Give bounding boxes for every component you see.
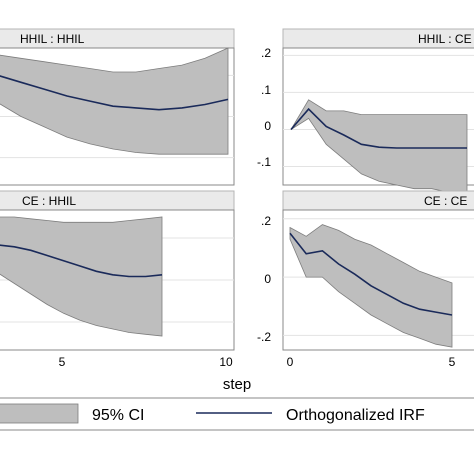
y-tick-label: .2 <box>261 46 271 60</box>
x-tick-label: 10 <box>219 355 233 369</box>
y-ticks: .2 .1 0 -.1 <box>257 46 271 169</box>
panel-hhil-ce: HHIL : CE .2 .1 0 -.1 <box>257 28 474 193</box>
panel-title: HHIL : HHIL <box>20 32 85 46</box>
irf-line <box>290 107 467 149</box>
ci-band <box>290 99 468 193</box>
legend: 95% CI Orthogonalized IRF <box>0 397 474 431</box>
panel-title: CE : CE <box>424 194 467 208</box>
irf-line <box>289 232 453 316</box>
legend-irf-label: Orthogonalized IRF <box>286 407 425 424</box>
legend-ci-label: 95% CI <box>92 407 144 424</box>
ci-band <box>0 47 229 155</box>
x-tick-label: 5 <box>449 355 456 369</box>
y-tick-label: 0 <box>264 272 271 286</box>
x-axis-title: step <box>223 376 251 393</box>
panel-ce-hhil: CE : HHIL 5 10 <box>0 190 235 369</box>
panel-hhil-hhil: HHIL : HHIL <box>0 28 235 186</box>
legend-ci-swatch <box>0 403 79 424</box>
panel-ce-ce: CE : CE .2 0 -.2 0 5 <box>257 190 474 369</box>
y-tick-label: .1 <box>261 83 271 97</box>
y-tick-label: .2 <box>261 214 271 228</box>
x-tick-label: 0 <box>287 355 294 369</box>
x-tick-label: 5 <box>59 355 66 369</box>
irf-line <box>0 75 229 111</box>
ci-band <box>0 216 163 337</box>
irf-line <box>0 244 163 278</box>
y-tick-label: 0 <box>264 119 271 133</box>
panel-title: CE : HHIL <box>22 194 76 208</box>
legend-box <box>0 397 474 431</box>
y-tick-label: -.1 <box>257 155 271 169</box>
y-tick-label: -.2 <box>257 330 271 344</box>
panel-title: HHIL : CE <box>418 32 472 46</box>
